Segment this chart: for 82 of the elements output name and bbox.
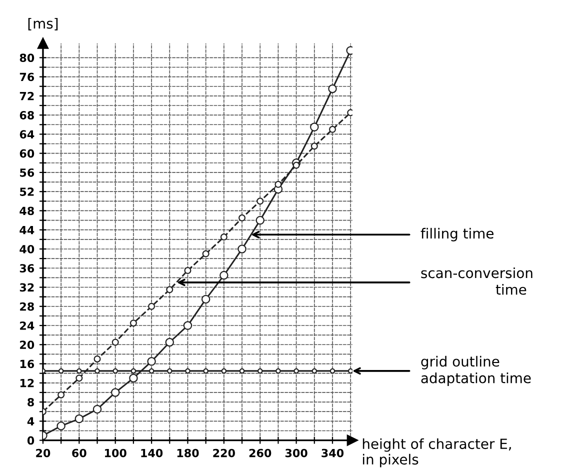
point [148,368,154,374]
y-tick-label: 64 [20,130,34,139]
point [310,142,318,150]
point [238,214,246,222]
point [274,180,282,188]
point [330,368,336,374]
y-tick-label: 76 [20,72,34,82]
x-tick-label: 260 [249,448,272,458]
point [276,368,281,374]
point [166,286,174,294]
point [130,320,137,327]
point [292,162,300,169]
point [328,84,337,94]
y-tick-label: 8 [28,398,34,406]
point [312,368,318,374]
y-tick-label: 56 [20,168,34,177]
y-tick-label: 12 [20,378,34,388]
point [328,126,336,133]
y-tick-label: 28 [20,302,34,311]
y-tick-label: 40 [20,244,34,254]
point [310,122,319,132]
point [56,422,66,430]
y-tick-label: 20 [20,340,34,350]
point [112,368,118,374]
point [147,357,156,366]
point [76,368,82,374]
point [203,368,208,374]
y-tick-label: 68 [20,111,34,120]
y-axis-title: [ms] [28,18,58,30]
y-tick-label: 72 [20,92,34,100]
annotation: scan-conversion time [421,267,532,295]
point [130,368,136,374]
point [183,321,192,330]
x-axis-title: height of character E, in pixels [362,438,511,468]
point [185,368,190,374]
y-tick-label: 48 [20,206,34,216]
point [112,338,119,346]
point [58,368,64,374]
x-tick-label: 100 [105,448,126,458]
point [348,368,352,374]
x-tick-label: 20 [36,448,50,458]
y-tick-label: 44 [20,226,34,234]
y-tick-label: 80 [20,54,34,62]
point [221,368,227,374]
point [257,368,263,374]
x-tick-label: 300 [285,448,308,458]
y-tick-label: 52 [20,188,34,196]
point [58,391,65,398]
point [165,338,174,347]
point [129,374,138,382]
point [239,368,245,374]
x-tick-label: 140 [141,448,163,458]
point [148,302,156,310]
point [76,374,83,382]
y-tick-label: 4 [27,417,34,426]
point [167,368,172,374]
point [294,368,299,374]
x-tick-label: 340 [322,448,344,458]
point [184,267,192,274]
y-tick-label: 36 [20,264,34,272]
point [202,250,210,258]
y-tick-label: 16 [20,360,34,368]
y-tick-label: 24 [20,321,34,330]
point [92,404,102,414]
point [110,388,120,397]
annotation: filling time [420,228,494,242]
x-tick-label: 60 [72,448,86,458]
annotation: grid outline adaptation time [421,356,531,386]
x-tick-label: 220 [213,448,235,458]
point [94,368,100,374]
point [94,355,101,362]
point [220,270,228,280]
y-tick-label: 32 [20,283,34,292]
point [238,244,246,254]
y-tick-label: 60 [20,149,34,158]
y-tick-label: 0 [27,436,34,445]
x-tick-label: 180 [177,448,199,458]
point [74,414,84,424]
point [201,294,210,304]
point [256,198,264,205]
point [220,234,228,241]
point [256,216,264,225]
